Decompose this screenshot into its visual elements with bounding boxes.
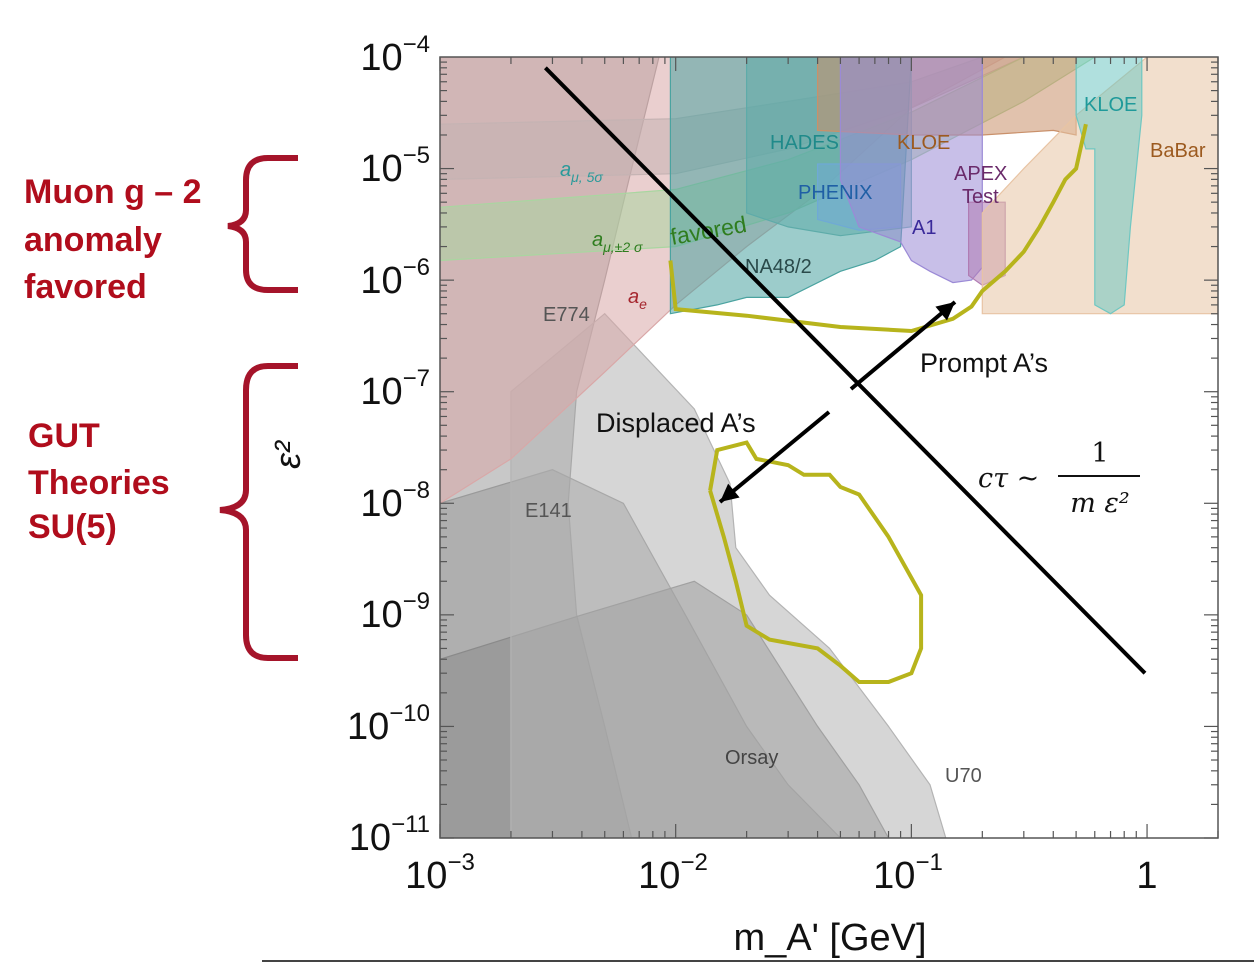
x-tick-label: 10−1 — [873, 849, 943, 897]
muon-label-line1: Muon g – 2 — [24, 173, 202, 211]
reach-curves — [668, 123, 1088, 684]
axis-ticks — [439, 57, 1219, 839]
label-ae: ae — [628, 286, 647, 312]
label-e141: E141 — [525, 500, 572, 522]
label-na48: NA48/2 — [745, 256, 812, 278]
label-kloe-1: KLOE — [897, 132, 950, 154]
lifetime-line — [543, 66, 1147, 675]
label-orsay: Orsay — [725, 747, 778, 769]
label-a1: A1 — [912, 217, 936, 239]
region-labels: E774 E141 Orsay U70 ae aμ, 5σ aμ,±2 σ fa… — [525, 94, 1206, 787]
y-axis-label: ε² — [267, 439, 308, 469]
plot-frame — [439, 56, 1219, 839]
gut-label-line2: Theories — [28, 464, 170, 502]
overlay-annotations — [543, 66, 1147, 675]
x-tick-labels: 10−3 10−2 10−1 1 — [405, 849, 1157, 897]
curve-prompt-reach — [668, 123, 1088, 334]
y-tick-label: 10−4 — [360, 31, 430, 79]
y-tick-label: 10−9 — [360, 588, 430, 636]
muon-label-line3: favored — [24, 268, 147, 306]
region-a1-11 — [839, 57, 983, 284]
label-kloe-2: KLOE — [1084, 94, 1137, 116]
displaced-arrow — [718, 410, 831, 504]
x-tick-label: 10−2 — [638, 849, 708, 897]
gut-label-line1: GUT — [28, 417, 100, 455]
y-tick-label: 10−6 — [360, 254, 430, 302]
y-tick-label: 10−5 — [360, 142, 430, 190]
prompt-label: Prompt A’s — [920, 348, 1048, 378]
gut-brace — [219, 363, 298, 661]
formula-lhs: cτ ~ — [978, 463, 1039, 494]
y-tick-label: 10−7 — [360, 365, 430, 413]
label-phenix: PHENIX — [798, 182, 872, 204]
y-tick-label: 10−11 — [349, 811, 430, 859]
label-apex: APEX — [954, 163, 1007, 185]
displaced-arrow-head — [720, 483, 740, 502]
label-amu-5sigma: aμ, 5σ — [560, 159, 603, 185]
label-u70: U70 — [945, 765, 982, 787]
x-tick-label: 1 — [1136, 855, 1157, 897]
gut-label-line3: SU(5) — [28, 508, 117, 546]
x-axis-label: m_A' [GeV] — [733, 917, 926, 959]
x-tick-label: 10−3 — [405, 849, 475, 897]
y-tick-label: 10−8 — [360, 477, 430, 525]
y-tick-labels: 10−4 10−5 10−6 10−7 10−8 10−9 10−10 10−1… — [347, 31, 430, 859]
exclusion-regions — [440, 57, 1218, 838]
curve-displaced-reach — [708, 440, 924, 684]
prompt-arrow — [849, 300, 957, 391]
muon-label-line2: anomaly — [24, 221, 162, 259]
y-tick-label: 10−10 — [347, 700, 430, 748]
muon-brace — [227, 155, 298, 293]
label-babar: BaBar — [1150, 140, 1206, 162]
label-apex-test: Test — [962, 186, 999, 208]
region-kloe-14 — [1075, 57, 1143, 315]
lifetime-formula: cτ ~ 1 m ε² — [978, 438, 1140, 519]
formula-numerator: 1 — [1091, 438, 1108, 469]
label-e774: E774 — [543, 304, 590, 326]
label-hades: HADES — [770, 132, 839, 154]
prompt-arrow-head — [935, 302, 955, 321]
label-amu-2sigma: aμ,±2 σ — [592, 229, 643, 255]
displaced-label: Displaced A’s — [596, 408, 756, 438]
formula-denominator: m ε² — [1070, 488, 1130, 519]
gut-annotation: GUT Theories SU(5) — [28, 363, 298, 661]
muon-g2-annotation: Muon g – 2 anomaly favored — [24, 155, 298, 306]
